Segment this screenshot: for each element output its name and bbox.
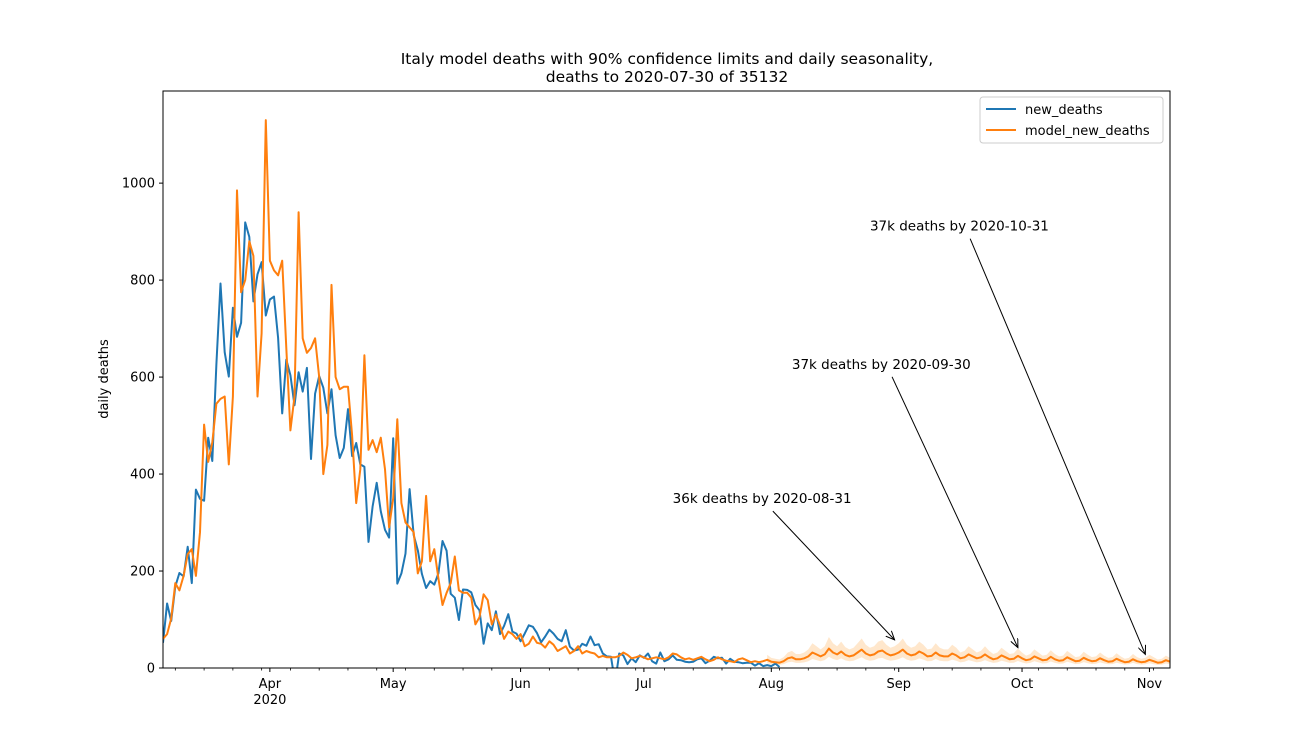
x-tick-label: Oct <box>1011 677 1033 692</box>
x-tick-label: May <box>380 677 407 692</box>
x-year-label: 2020 <box>253 693 286 708</box>
series-layer <box>163 119 1170 668</box>
chart-title-line-2: deaths to 2020-07-30 of 35132 <box>546 68 788 86</box>
x-tick-label: Sep <box>886 677 911 692</box>
legend-box <box>979 96 1164 144</box>
y-tick-label: 600 <box>130 371 155 386</box>
legend-label-new-deaths: new_deaths <box>1025 103 1103 118</box>
annotation-text: 37k deaths by 2020-09-30 <box>792 357 971 373</box>
y-tick-label: 1000 <box>122 177 155 192</box>
x-tick-label: Apr <box>259 677 282 692</box>
x-tick-label: Nov <box>1137 677 1163 692</box>
annotation-arrow <box>969 238 1145 655</box>
annotation-layer: 36k deaths by 2020-08-31 37k deaths by 20… <box>673 219 1146 655</box>
series-line-model-new-deaths <box>163 119 1170 664</box>
annotation-arrow <box>891 376 1018 648</box>
legend: new_deaths model_new_deaths <box>979 96 1164 144</box>
y-tick-label: 0 <box>147 662 155 677</box>
axis-layer: 0 200 400 600 800 1000 Apr May Jun Jul Aug Sep Oct No… <box>122 177 1163 708</box>
plot-frame <box>162 90 1171 669</box>
x-tick-label: Jun <box>509 677 530 692</box>
series-line-new-deaths <box>163 221 781 668</box>
annotation-text: 37k deaths by 2020-10-31 <box>870 219 1049 235</box>
y-tick-label: 800 <box>130 274 155 289</box>
x-tick-label: Aug <box>759 677 784 692</box>
annotation-arrow <box>772 510 895 640</box>
y-tick-label: 400 <box>130 468 155 483</box>
y-axis-label: daily deaths <box>97 339 112 419</box>
legend-label-model-new-deaths: model_new_deaths <box>1025 124 1150 139</box>
annotation-text: 36k deaths by 2020-08-31 <box>673 491 852 507</box>
y-tick-label: 200 <box>130 565 155 580</box>
chart-title-line-1: Italy model deaths with 90% confidence l… <box>401 50 934 68</box>
x-tick-label: Jul <box>635 677 652 692</box>
